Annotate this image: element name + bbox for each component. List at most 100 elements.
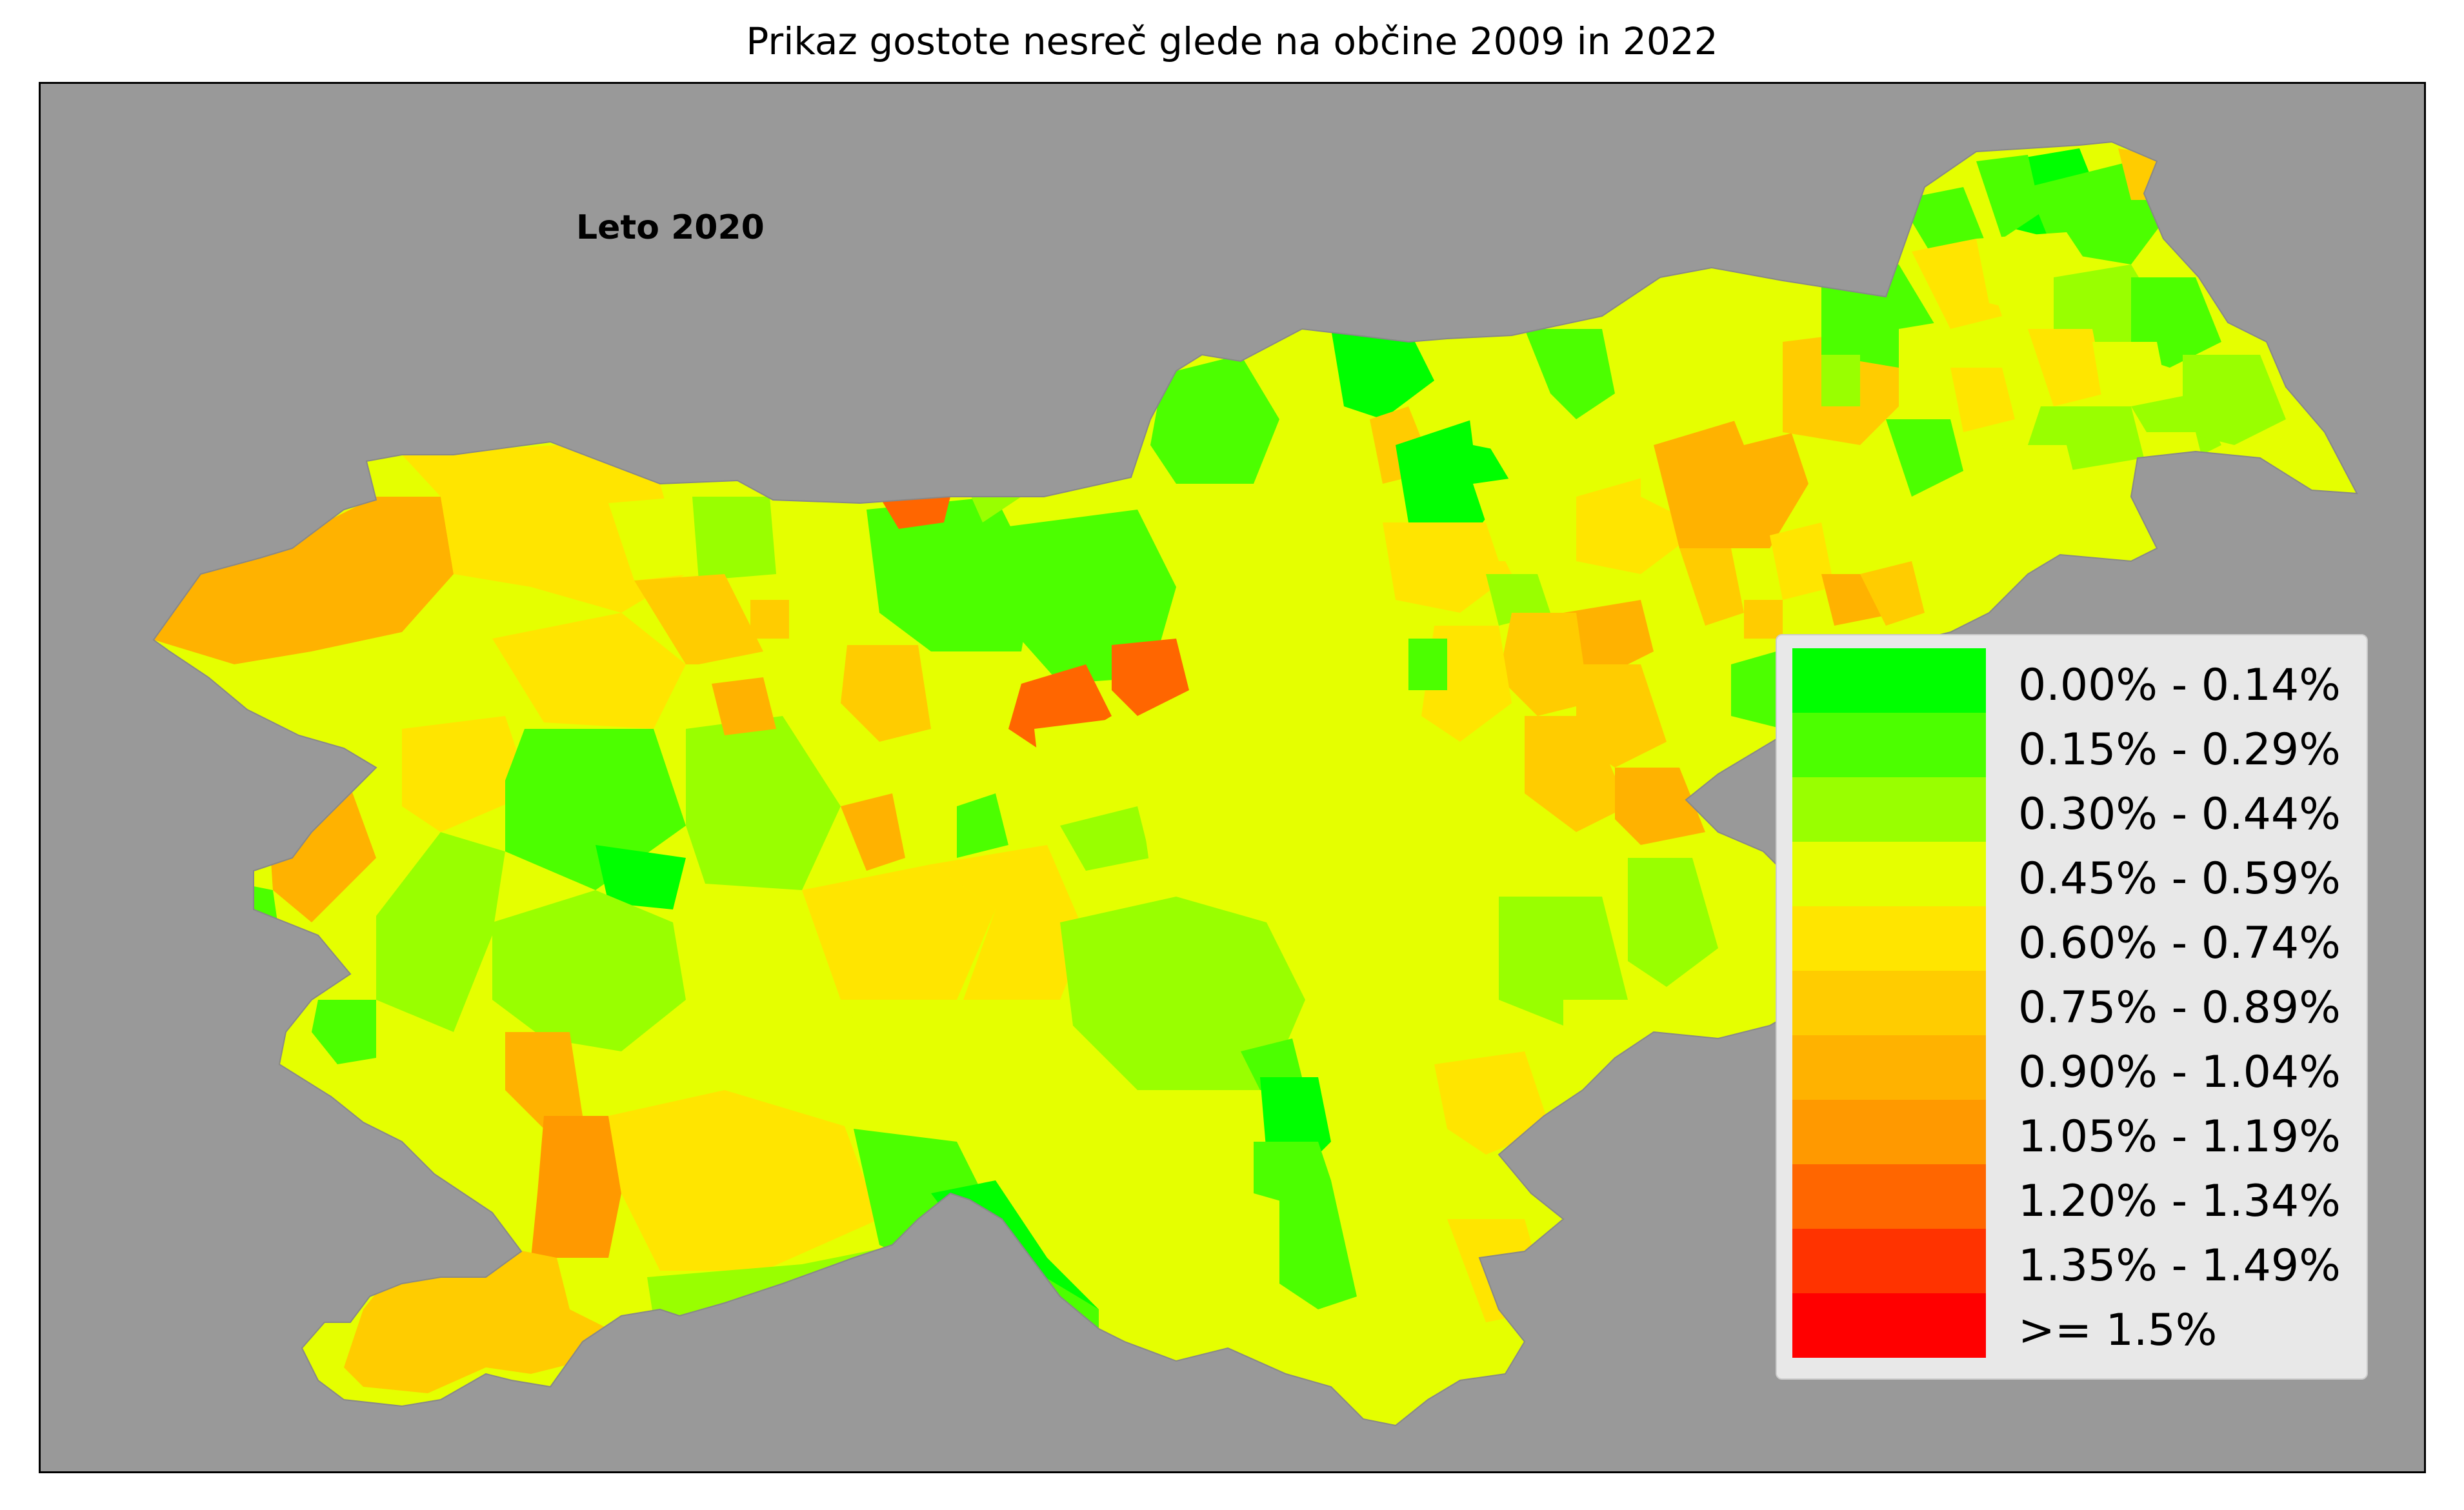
municipality-region <box>1060 897 1305 1090</box>
municipality-region <box>1886 419 1963 497</box>
municipality-region <box>634 574 763 664</box>
municipality-region <box>1976 155 2041 239</box>
municipality-region <box>750 600 789 639</box>
legend-label: 0.75% - 0.89% <box>2018 982 2341 1033</box>
legend-item: 0.00% - 0.14% <box>1792 648 2360 713</box>
legend-label: 0.90% - 1.04% <box>2018 1047 2341 1098</box>
municipality-region <box>1525 329 1615 419</box>
municipality-region <box>1008 664 1112 755</box>
municipality-region <box>1305 871 1434 1013</box>
municipality-region <box>841 793 905 871</box>
municipality-region <box>312 632 505 729</box>
legend-item: 1.20% - 1.34% <box>1792 1164 2360 1229</box>
legend-label: 0.15% - 0.29% <box>2018 724 2341 775</box>
municipality-region <box>402 716 531 832</box>
municipality-region <box>1112 639 1189 716</box>
municipality-region <box>1331 329 1434 419</box>
municipality-region <box>1654 406 1808 548</box>
municipality-region <box>1473 471 1602 561</box>
map-area: Leto 2020 <box>39 82 2426 1473</box>
municipality-region <box>154 640 312 729</box>
municipality-region <box>1860 561 1925 626</box>
municipality-region <box>312 1000 376 1064</box>
municipality-region <box>1615 768 1705 845</box>
municipality-region <box>802 864 996 1000</box>
legend: 0.00% - 0.14% 0.15% - 0.29% 0.30% - 0.44% 0… <box>1776 634 2368 1380</box>
municipality-region <box>789 574 866 664</box>
legend-swatch <box>1792 1164 1986 1229</box>
municipality-region <box>1408 768 1563 922</box>
municipality-region <box>505 729 686 890</box>
municipality-region <box>841 645 931 742</box>
municipality-region <box>1525 716 1628 832</box>
legend-swatch <box>1792 713 1986 777</box>
municipality-region <box>1279 1180 1357 1309</box>
municipality-region <box>712 677 776 735</box>
municipality-region <box>1628 858 1718 987</box>
municipality-region <box>1770 522 1834 600</box>
municipality-region <box>1912 239 2002 329</box>
municipality-region <box>2183 355 2286 445</box>
legend-label: 1.35% - 1.49% <box>2018 1240 2341 1291</box>
municipality-region <box>596 845 686 909</box>
municipality-region <box>1950 368 2015 432</box>
municipality-region <box>1060 806 1150 871</box>
legend-label: 1.05% - 1.19% <box>2018 1111 2341 1162</box>
legend-item: 0.30% - 0.44% <box>1792 777 2360 842</box>
municipality-region <box>686 1000 892 1129</box>
municipality-region <box>531 1116 621 1258</box>
municipality-region <box>1267 716 1434 871</box>
legend-item: >= 1.5% <box>1792 1293 2360 1358</box>
legend-item: 1.35% - 1.49% <box>1792 1229 2360 1293</box>
map-title: Prikaz gostote nesreč glede na občine 20… <box>746 19 1718 63</box>
legend-swatch <box>1792 1293 1986 1358</box>
legend-swatch <box>1792 1229 1986 1293</box>
municipality-region <box>492 613 686 729</box>
legend-swatch <box>1792 971 1986 1035</box>
municipality-region <box>1744 600 1783 639</box>
legend-swatch <box>1792 1035 1986 1100</box>
municipality-region <box>154 497 454 664</box>
legend-label: 0.00% - 0.14% <box>2018 660 2341 711</box>
municipality-region <box>1563 600 1654 677</box>
legend-swatch <box>1792 906 1986 971</box>
legend-swatch <box>1792 842 1986 906</box>
municipality-region <box>931 845 1086 1000</box>
municipality-region <box>1137 768 1267 897</box>
municipality-region <box>989 510 1176 684</box>
legend-item: 0.75% - 0.89% <box>1792 971 2360 1035</box>
municipality-region <box>505 1032 583 1129</box>
legend-item: 0.15% - 0.29% <box>1792 713 2360 777</box>
municipality-region <box>1086 1090 1305 1245</box>
municipality-region <box>402 445 686 613</box>
municipality-region <box>1499 897 1628 1026</box>
legend-swatch <box>1792 1100 1986 1164</box>
municipality-region <box>1408 639 1447 690</box>
legend-label: 1.20% - 1.34% <box>2018 1176 2341 1227</box>
legend-label: 0.30% - 0.44% <box>2018 789 2341 840</box>
legend-swatch <box>1792 648 1986 713</box>
municipality-region <box>492 890 686 1051</box>
municipality-region <box>1434 1051 1550 1155</box>
municipality-region <box>1150 355 1279 484</box>
municipality-region <box>2028 329 2105 406</box>
municipality-region <box>692 497 776 581</box>
country-border <box>152 141 2358 1427</box>
municipality-region <box>1383 522 1512 613</box>
legend-item: 1.05% - 1.19% <box>1792 1100 2360 1164</box>
legend-item: 0.90% - 1.04% <box>1792 1035 2360 1100</box>
municipality-region <box>2002 445 2079 510</box>
municipality-region <box>1679 548 1744 626</box>
legend-item: 0.45% - 0.59% <box>1792 842 2360 906</box>
municipality-region <box>1499 613 1589 716</box>
municipality-region <box>1821 355 1860 406</box>
municipality-region <box>608 497 692 581</box>
year-label: Leto 2020 <box>576 208 765 247</box>
municipality-region <box>2092 342 2170 419</box>
municipality-region <box>376 832 505 1032</box>
municipality-region <box>1718 374 1796 445</box>
legend-swatch <box>1792 777 1986 842</box>
legend-label: 0.45% - 0.59% <box>2018 853 2341 904</box>
legend-label: >= 1.5% <box>2018 1305 2218 1356</box>
municipality-region <box>957 793 1008 858</box>
